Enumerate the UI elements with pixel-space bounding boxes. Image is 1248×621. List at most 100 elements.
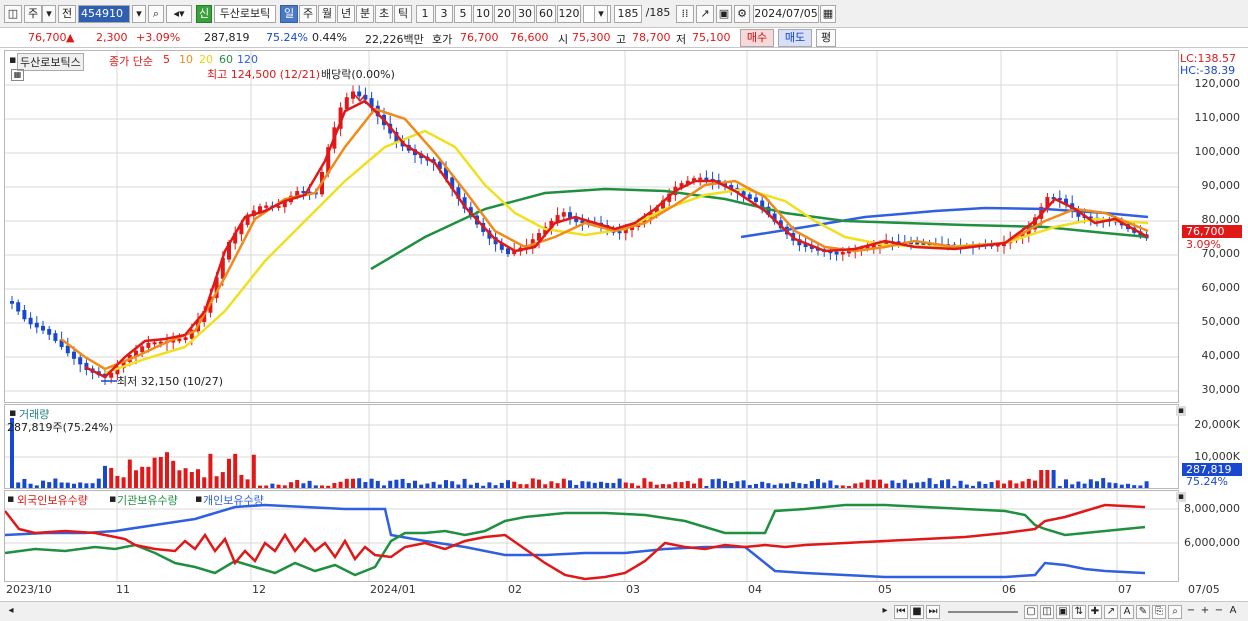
table-icon[interactable]: ▦ xyxy=(11,69,24,81)
layout-1-icon[interactable]: ▢ xyxy=(1024,605,1038,619)
ma-60-label[interactable]: 60 xyxy=(219,53,233,66)
buy-button[interactable]: 매수 xyxy=(740,29,774,47)
ma-5-line xyxy=(84,99,1149,379)
legend-sep-1: ▪ xyxy=(109,492,117,505)
holdings-menu-icon[interactable]: ▪ xyxy=(7,492,15,505)
panel-menu-icon[interactable]: ▪ xyxy=(9,53,17,66)
font-a-icon[interactable]: A xyxy=(1229,605,1237,616)
legend-institution[interactable]: 기관보유수량 xyxy=(117,494,178,507)
ma-10-line xyxy=(60,107,1149,371)
layout-2-icon[interactable]: ◫ xyxy=(1040,605,1054,619)
market-dropdown-icon[interactable]: ▾ xyxy=(42,5,56,23)
indicator-icon[interactable]: ⇅ xyxy=(1072,605,1086,619)
date-input[interactable]: 2024/07/05 xyxy=(753,5,819,23)
stock-code-input[interactable]: 454910 xyxy=(78,5,130,23)
legend-foreign[interactable]: 외국인보유수량 xyxy=(17,494,88,507)
period-tick[interactable]: 틱 xyxy=(394,5,412,23)
scroll-right-icon[interactable]: ▸ xyxy=(882,605,888,616)
interval-120[interactable]: 120 xyxy=(557,5,581,23)
save-icon[interactable]: ▣ xyxy=(716,5,732,23)
prev-button[interactable]: 전 xyxy=(58,5,76,23)
zoom-icon[interactable]: ⌕ xyxy=(1168,605,1182,619)
period-second[interactable]: 초 xyxy=(375,5,393,23)
top-toolbar: ◫ 주 ▾ 전 454910 ▾ ⌕ ◂▾ 신 두산로보틱 일 주 월 년 분 … xyxy=(0,0,1248,28)
grid-icon[interactable]: ⁞⁞ xyxy=(676,5,694,23)
last-pct-tag: 3.09% xyxy=(1186,238,1221,251)
xtick-04: 04 xyxy=(748,583,762,596)
erase-icon[interactable]: ✎ xyxy=(1136,605,1150,619)
period-day[interactable]: 일 xyxy=(280,5,298,23)
speaker-icon[interactable]: ◂▾ xyxy=(166,5,192,23)
xtick-05: 05 xyxy=(878,583,892,596)
volume-panel[interactable]: ▪ 거래량 287,819주(75.24%) xyxy=(4,404,1179,489)
first-page-icon[interactable]: ⏮ xyxy=(894,605,908,619)
low-label: 저 xyxy=(676,33,687,46)
ma-120-label[interactable]: 120 xyxy=(237,53,258,66)
holdings-axis: ▪ 8,000,000 6,000,000 xyxy=(1175,490,1244,582)
xtick-12: 12 xyxy=(252,583,266,596)
foreign-holdings-line xyxy=(5,503,1146,581)
font-size-icon[interactable]: − xyxy=(1214,605,1224,616)
ytick-50000: 50,000 xyxy=(1201,315,1241,328)
period-week[interactable]: 주 xyxy=(299,5,317,23)
draw-icon[interactable]: ↗ xyxy=(696,5,714,23)
ytick-110000: 110,000 xyxy=(1194,111,1241,124)
interval-60[interactable]: 60 xyxy=(536,5,556,23)
price-panel-title[interactable]: 두산로보틱스 xyxy=(17,53,84,71)
high-price: 78,700 xyxy=(632,31,671,44)
trend-icon[interactable]: ↗ xyxy=(1104,605,1118,619)
holdings-panel[interactable]: ▪ 외국인보유수량 ▪ 기관보유수량 ▪ 개인보유수량 xyxy=(4,490,1179,582)
interval-20[interactable]: 20 xyxy=(494,5,514,23)
volume-menu-icon[interactable]: ▪ xyxy=(9,406,17,419)
interval-1[interactable]: 1 xyxy=(416,5,434,23)
interval-30[interactable]: 30 xyxy=(515,5,535,23)
crosshair-icon[interactable]: ✚ xyxy=(1088,605,1102,619)
ma-20-label[interactable]: 20 xyxy=(199,53,213,66)
new-badge: 신 xyxy=(196,5,212,23)
holdings-chart xyxy=(5,491,1178,581)
code-dropdown-icon[interactable]: ▾ xyxy=(132,5,146,23)
ma-5-label[interactable]: 5 xyxy=(163,53,170,66)
ytick-100000: 100,000 xyxy=(1194,145,1241,158)
text-icon[interactable]: A xyxy=(1120,605,1134,619)
search-icon[interactable]: ⌕ xyxy=(148,5,164,23)
period-year[interactable]: 년 xyxy=(337,5,355,23)
vol-ytick-10000k: 10,000K xyxy=(1194,450,1240,463)
period-minute[interactable]: 분 xyxy=(356,5,374,23)
gear-icon[interactable]: ⚙ xyxy=(734,5,750,23)
volume-title[interactable]: 거래량 xyxy=(19,408,50,421)
ytick-60000: 60,000 xyxy=(1201,281,1241,294)
period-month[interactable]: 월 xyxy=(318,5,336,23)
low-price: 75,100 xyxy=(692,31,731,44)
stop-icon[interactable]: ■ xyxy=(910,605,924,619)
xtick-11: 11 xyxy=(116,583,130,596)
sell-button[interactable]: 매도 xyxy=(778,29,812,47)
scroll-left-icon[interactable]: ◂ xyxy=(8,605,14,616)
interval-10[interactable]: 10 xyxy=(473,5,493,23)
last-page-icon[interactable]: ⏭ xyxy=(926,605,940,619)
market-select[interactable]: 주 xyxy=(24,5,42,23)
interval-dropdown-icon[interactable]: ▾ xyxy=(594,5,608,23)
copy-icon[interactable]: ⎘ xyxy=(1152,605,1166,619)
layout-3-icon[interactable]: ▣ xyxy=(1056,605,1070,619)
hold-ytick-8000000: 8,000,000 xyxy=(1184,502,1240,515)
count-input[interactable]: 185 xyxy=(614,5,642,23)
open-price: 75,300 xyxy=(572,31,611,44)
eval-button[interactable]: 평 xyxy=(816,29,836,47)
zoom-in-icon[interactable]: + xyxy=(1200,605,1210,616)
volume-value-label: 287,819주(75.24%) xyxy=(7,421,114,434)
legend-individual[interactable]: 개인보유수량 xyxy=(203,494,264,507)
price-panel[interactable]: ▪ 두산로보틱스 종가 단순 5 10 20 60 120 ▦ 최고 124,5… xyxy=(4,50,1179,403)
interval-3[interactable]: 3 xyxy=(435,5,453,23)
volume-last-pct: 75.24% xyxy=(1186,475,1228,488)
volume-panel-close-icon[interactable]: ▪ xyxy=(1175,406,1186,416)
ma-20-line xyxy=(104,129,1149,375)
window-icon[interactable]: ◫ xyxy=(4,5,22,23)
calendar-icon[interactable]: ▦ xyxy=(820,5,836,23)
ask-label: 호가 xyxy=(432,33,453,46)
holdings-panel-close-icon[interactable]: ▪ xyxy=(1175,492,1186,502)
zoom-out-icon[interactable]: − xyxy=(1186,605,1196,616)
ma-10-label[interactable]: 10 xyxy=(179,53,193,66)
zoom-slider[interactable] xyxy=(948,611,1018,613)
interval-5[interactable]: 5 xyxy=(454,5,472,23)
